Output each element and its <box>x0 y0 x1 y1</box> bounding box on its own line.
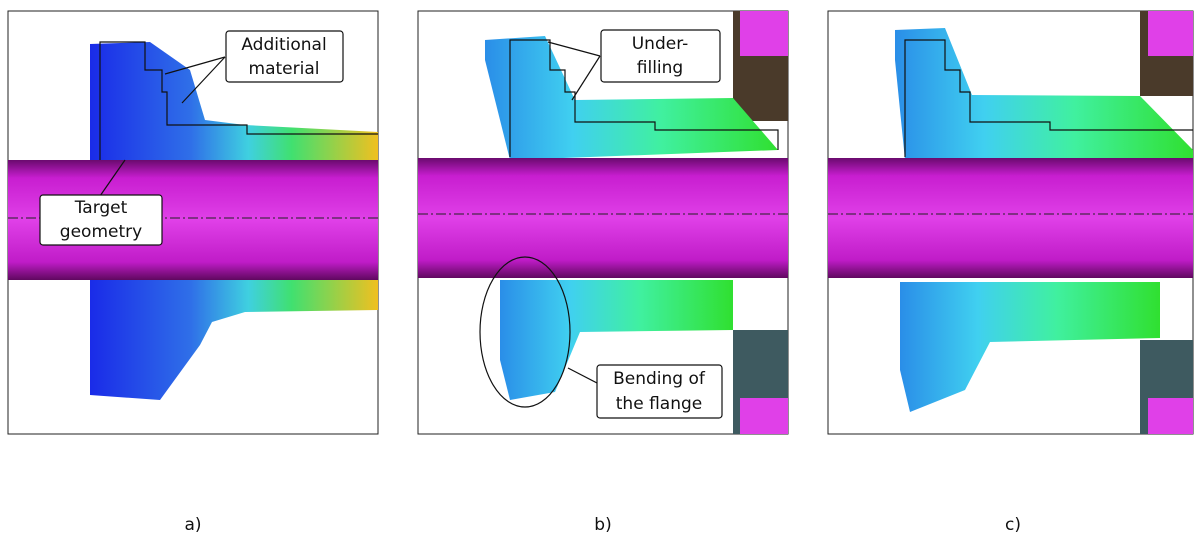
annotation: Under- <box>632 34 689 54</box>
annotation: Bending of <box>613 369 706 389</box>
panel-c: c) <box>828 11 1193 535</box>
panel-a: Additional material Target geometry a) <box>8 11 378 535</box>
page: Additional material Target geometry a) U… <box>0 0 1194 540</box>
annotation: geometry <box>60 222 142 242</box>
panel-b: Under- filling Bending of the flange b) <box>418 11 788 535</box>
panel-label: b) <box>594 515 611 535</box>
annotation: filling <box>637 58 683 78</box>
panel-label: a) <box>184 515 201 535</box>
panel-label: c) <box>1005 515 1021 535</box>
figure: Additional material Target geometry a) U… <box>0 0 1194 540</box>
annotation: the flange <box>616 394 702 414</box>
annotation: Target <box>74 198 128 218</box>
annotation: Additional <box>241 35 326 55</box>
annotation: material <box>249 59 320 79</box>
